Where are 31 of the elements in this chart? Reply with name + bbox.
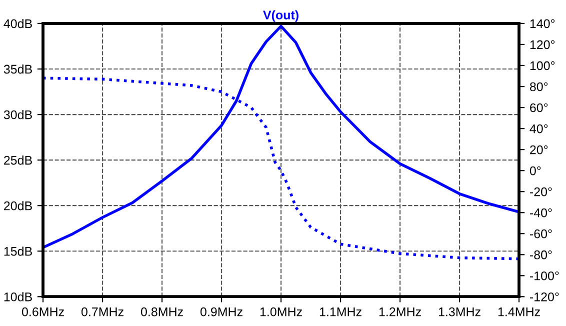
x-tick-label: 0.6MHz	[22, 307, 64, 316]
y2-tick-label: 120°	[530, 40, 555, 50]
y-tick-label: 35dB	[4, 64, 32, 74]
y2-tick-label: 20°	[530, 145, 548, 154]
y2-tick-label: 80°	[530, 82, 548, 92]
x-tick-label: 0.8MHz	[140, 307, 183, 316]
y2-tick-label: -40°	[530, 208, 552, 218]
x-tick-label: 1.1MHz	[320, 308, 362, 316]
y-tick-label: 20dB	[4, 201, 32, 210]
y-tick-label: 25dB	[4, 156, 32, 165]
y2-tick-label: 0°	[530, 166, 541, 176]
x-tick-label: 0.9MHz	[200, 307, 242, 316]
x-tick-label: 1.2MHz	[379, 307, 421, 316]
y2-tick-label: 40°	[530, 124, 548, 134]
y2-tick-label: -100°	[530, 271, 559, 280]
y-tick-label: 30dB	[4, 110, 32, 120]
y-tick-label: 40dB	[4, 18, 32, 28]
y2-tick-label: 100°	[530, 61, 555, 70]
y2-tick-label: -20°	[530, 187, 552, 196]
y2-tick-label: -80°	[530, 250, 552, 260]
y2-tick-label: 60°	[530, 103, 548, 112]
y2-tick-label: -120°	[530, 292, 559, 302]
x-tick-label: 1.3MHz	[438, 307, 480, 316]
y-tick-label: 15dB	[4, 246, 32, 256]
x-tick-label: 0.7MHz	[81, 307, 124, 316]
x-tick-label: 1.0MHz	[260, 307, 302, 316]
x-tick-label: 1.4MHz	[498, 308, 540, 316]
y2-tick-label: 140°	[530, 19, 555, 28]
y2-tick-label: -60°	[530, 229, 552, 238]
y-tick-label: 10dB	[4, 292, 32, 302]
chart-title: V(out)	[263, 10, 298, 22]
